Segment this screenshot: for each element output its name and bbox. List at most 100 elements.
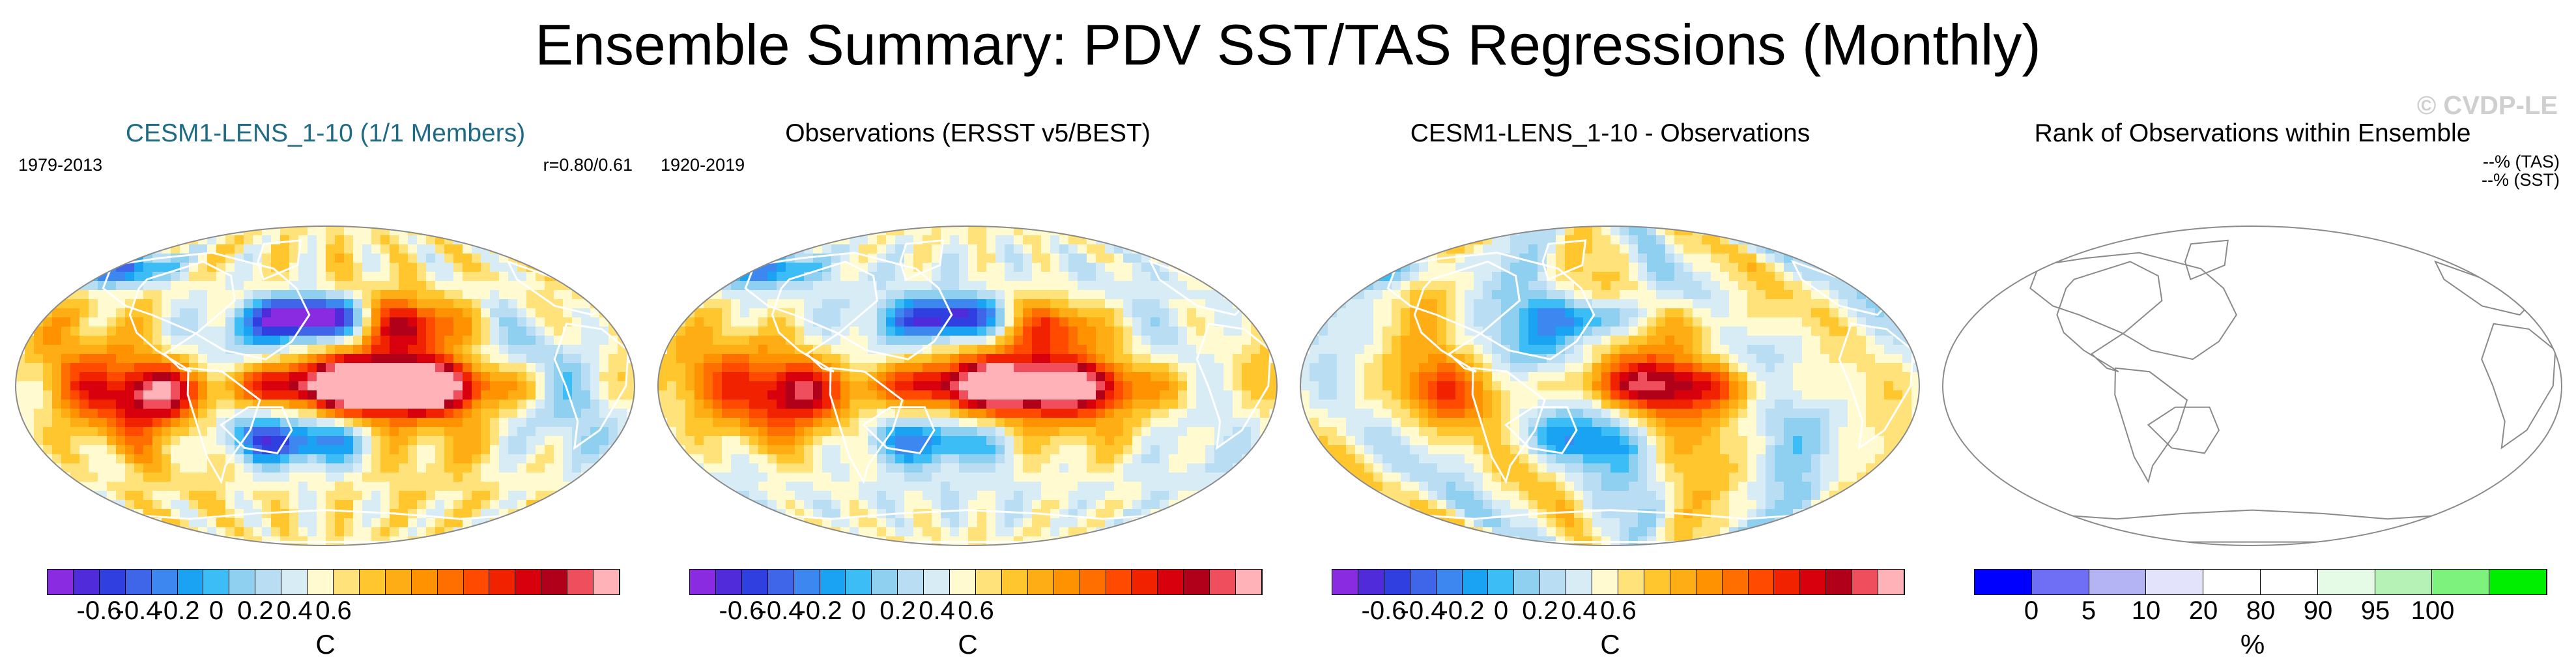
colorbar-swatch bbox=[177, 570, 204, 594]
colorbar-ticks: -0.6 -0.4 -0.2 0 0.2 0.4 0.6 bbox=[47, 596, 620, 632]
colorbar-swatch bbox=[1644, 570, 1670, 594]
colorbar-swatch bbox=[1001, 570, 1028, 594]
colorbar-swatch bbox=[2031, 570, 2089, 594]
colorbar-ticks: 0 5 10 20 80 90 95 100 bbox=[1974, 596, 2547, 632]
colorbar-swatch bbox=[898, 570, 924, 594]
colorbar-swatch bbox=[924, 570, 951, 594]
colorbar-swatch bbox=[99, 570, 126, 594]
colorbar-tick-label: 80 bbox=[2246, 596, 2276, 625]
colorbar-swatch bbox=[1488, 570, 1515, 594]
period-label: 1920-2019 bbox=[661, 155, 745, 175]
colorbar-unit: C bbox=[315, 629, 336, 660]
map bbox=[1942, 226, 2562, 546]
colorbar-swatch bbox=[333, 570, 360, 594]
colorbar-swatch bbox=[308, 570, 334, 594]
colorbar-tick-label: 10 bbox=[2131, 596, 2161, 625]
colorbar-swatch bbox=[690, 570, 716, 594]
colorbar-tick-label: 0 bbox=[1493, 596, 1509, 625]
panel-rank: Rank of Observations within Ensemble --%… bbox=[1935, 117, 2570, 670]
colorbar-swatch bbox=[1566, 570, 1593, 594]
map bbox=[1300, 226, 1920, 546]
colorbar-swatch bbox=[48, 570, 74, 594]
colorbar-swatch bbox=[229, 570, 256, 594]
colorbar-swatch bbox=[1592, 570, 1618, 594]
colorbar-swatch bbox=[567, 570, 594, 594]
colorbar-swatch bbox=[1053, 570, 1080, 594]
colorbar-tick-label: 0 bbox=[851, 596, 866, 625]
colorbar-swatch bbox=[281, 570, 308, 594]
colorbar-unit: % bbox=[2240, 629, 2265, 660]
colorbar-swatch bbox=[151, 570, 178, 594]
watermark: © CVDP-LE bbox=[2416, 91, 2558, 120]
colorbar-tick-label: 0.6 bbox=[958, 596, 994, 625]
panel-difference: CESM1-LENS_1-10 - Observations -0.6 -0.4-… bbox=[1293, 117, 1928, 670]
colorbar-swatch bbox=[1132, 570, 1158, 594]
panel-observations: Observations (ERSST v5/BEST) 1920-2019 -… bbox=[650, 117, 1285, 670]
colorbar-swatch bbox=[1826, 570, 1853, 594]
colorbar-swatch bbox=[1080, 570, 1106, 594]
colorbar-swatch bbox=[1618, 570, 1644, 594]
colorbar-swatch bbox=[1210, 570, 1237, 594]
colorbar bbox=[47, 569, 620, 595]
colorbar-swatch bbox=[1696, 570, 1723, 594]
colorbar-swatch bbox=[1670, 570, 1696, 594]
map-border bbox=[657, 226, 1278, 546]
rank-summary: --% (TAS) --% (SST) bbox=[2482, 153, 2560, 189]
rank-tas-label: --% (TAS) bbox=[2483, 152, 2560, 171]
colorbar-swatch bbox=[1748, 570, 1775, 594]
colorbar-tick-label: 0.2 bbox=[237, 596, 274, 625]
colorbar-swatch bbox=[594, 570, 620, 594]
colorbar bbox=[689, 569, 1263, 595]
colorbar-swatch bbox=[2146, 570, 2204, 594]
colorbar-swatch bbox=[1722, 570, 1749, 594]
coastlines bbox=[102, 239, 629, 544]
colorbar-tick-label: -0.2 bbox=[1439, 596, 1485, 625]
figure-title: Ensemble Summary: PDV SST/TAS Regression… bbox=[535, 12, 2041, 77]
colorbar-swatch bbox=[125, 570, 152, 594]
colorbar-swatch bbox=[1514, 570, 1541, 594]
colorbar-swatch bbox=[411, 570, 438, 594]
period-label: 1979-2013 bbox=[18, 155, 103, 175]
colorbar-tick-label: 0.4 bbox=[1561, 596, 1597, 625]
colorbar-swatch bbox=[1462, 570, 1489, 594]
colorbar-swatch bbox=[2317, 570, 2375, 594]
colorbar-swatch bbox=[2432, 570, 2490, 594]
colorbar-swatch bbox=[73, 570, 100, 594]
colorbar-tick-label: -0.6 bbox=[76, 596, 122, 625]
colorbar bbox=[1332, 569, 1905, 595]
colorbar-swatch bbox=[1852, 570, 1879, 594]
colorbar-swatch bbox=[1540, 570, 1567, 594]
colorbar-tick-label: -0.6 bbox=[1361, 596, 1407, 625]
colorbar-swatch bbox=[2375, 570, 2433, 594]
colorbar-swatch bbox=[1184, 570, 1210, 594]
colorbar-tick-label: -0.4 bbox=[758, 596, 803, 625]
colorbar-swatch bbox=[1800, 570, 1827, 594]
colorbar-tick-label: -0.2 bbox=[797, 596, 842, 625]
colorbar bbox=[1974, 569, 2547, 595]
colorbar-swatch bbox=[820, 570, 846, 594]
colorbar-tick-label: 5 bbox=[2081, 596, 2097, 625]
colorbar-swatch bbox=[2260, 570, 2318, 594]
panel-title: Rank of Observations within Ensemble bbox=[2034, 119, 2471, 147]
colorbar-swatch bbox=[794, 570, 820, 594]
colorbar-tick-label: 0 bbox=[2024, 596, 2039, 625]
colorbar-swatch bbox=[359, 570, 386, 594]
colorbar-tick-label: 0.4 bbox=[919, 596, 955, 625]
map-border bbox=[1300, 226, 1920, 546]
map-border bbox=[15, 226, 635, 546]
colorbar-swatch bbox=[255, 570, 282, 594]
colorbar-tick-label: -0.4 bbox=[115, 596, 161, 625]
colorbar-swatch bbox=[541, 570, 568, 594]
colorbar-ticks: -0.6 -0.4 -0.2 0 0.2 0.4 0.6 bbox=[689, 596, 1263, 632]
colorbar-ticks: -0.6 -0.4 -0.2 0 0.2 0.4 0.6 bbox=[1332, 596, 1905, 632]
colorbar-tick-label: 90 bbox=[2303, 596, 2333, 625]
colorbar-swatch bbox=[2089, 570, 2147, 594]
coastlines bbox=[1386, 239, 1914, 544]
colorbar-swatch bbox=[715, 570, 742, 594]
panel-title: CESM1-LENS_1-10 (1/1 Members) bbox=[125, 119, 526, 147]
colorbar-swatch bbox=[1436, 570, 1463, 594]
colorbar-swatch bbox=[2489, 570, 2547, 594]
map-border bbox=[1942, 226, 2562, 546]
panel-model: CESM1-LENS_1-10 (1/1 Members) 1979-2013 … bbox=[8, 117, 643, 670]
colorbar-swatch bbox=[463, 570, 490, 594]
